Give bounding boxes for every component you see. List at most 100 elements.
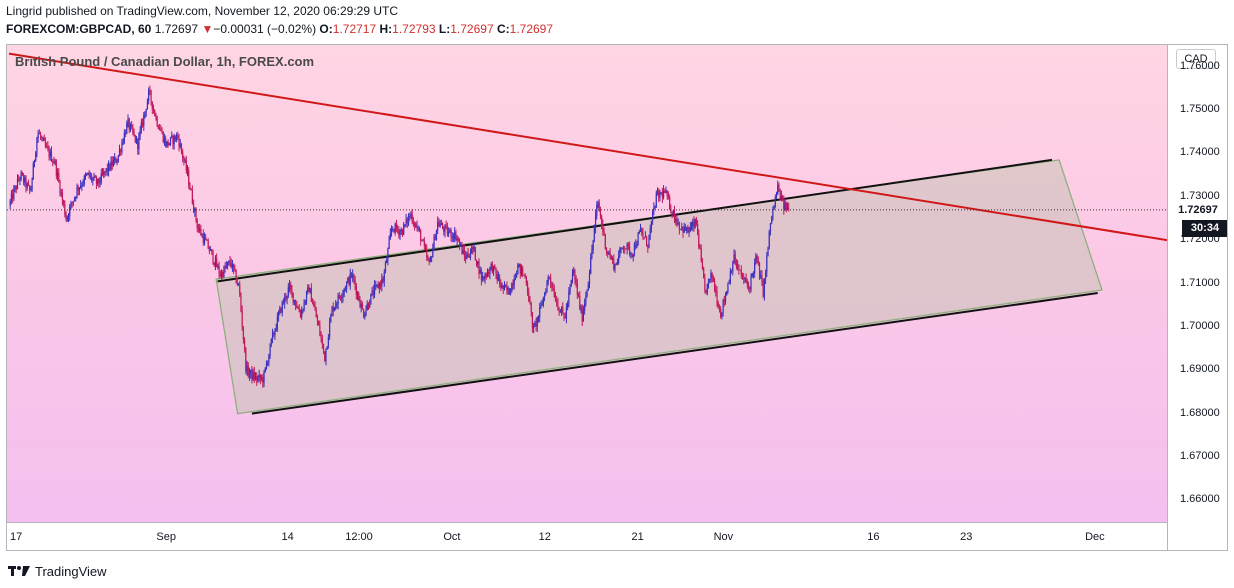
candle-body <box>349 273 351 285</box>
candle-body <box>329 322 331 338</box>
candle-body <box>339 297 342 299</box>
candle-body <box>592 240 594 251</box>
candle-body <box>563 312 565 317</box>
candle-body <box>754 262 756 274</box>
candle-body <box>520 268 523 274</box>
candle-body <box>473 246 475 249</box>
candle-body <box>530 303 532 313</box>
candle-body <box>426 249 428 258</box>
candle-body <box>551 282 553 288</box>
candle-body <box>207 240 209 249</box>
candle-body <box>112 160 115 166</box>
candle-body <box>618 255 620 263</box>
price-tick-label: 1.75000 <box>1180 103 1220 116</box>
candle-body <box>480 269 483 281</box>
candle-body <box>81 185 83 186</box>
chart-canvas <box>7 52 1167 415</box>
candle-body <box>377 284 379 289</box>
candle-body <box>290 284 292 290</box>
candle-body <box>706 283 708 293</box>
candle-body <box>348 278 350 285</box>
candle-body <box>262 377 264 383</box>
candle-body <box>428 260 430 262</box>
candle-body <box>399 231 401 235</box>
candle-body <box>129 124 132 130</box>
candle-body <box>182 151 184 158</box>
candle-body <box>548 276 551 278</box>
price-tick-label: 1.69000 <box>1180 363 1220 376</box>
candle-body <box>479 269 481 274</box>
candle-body <box>281 301 283 313</box>
candle-body <box>591 250 593 258</box>
candle-body <box>53 161 55 163</box>
candle-body <box>775 194 778 198</box>
candle-body <box>556 300 558 303</box>
candle-body <box>32 163 34 180</box>
candle-body <box>734 254 736 265</box>
plot-area[interactable]: British Pound / Canadian Dollar, 1h, FOR… <box>7 45 1167 522</box>
high-value: 1.72793 <box>392 22 436 36</box>
candle-body <box>672 210 674 214</box>
time-axis[interactable]: 17 Sep 14 12:00 Oct 12 21 Nov 16 23 Dec <box>7 522 1167 550</box>
candle-body <box>42 137 44 139</box>
candle-body <box>380 283 382 287</box>
candle-body <box>499 276 501 284</box>
candle-body <box>513 279 515 286</box>
candle-body <box>48 148 50 157</box>
candle-body <box>718 308 721 310</box>
candle-body <box>288 284 291 288</box>
open-label: O: <box>319 22 333 36</box>
candle-body <box>381 278 383 287</box>
candle-body <box>716 291 718 303</box>
candle-body <box>197 228 200 230</box>
candle-body <box>36 138 38 153</box>
candle-body <box>263 371 265 383</box>
candle-body <box>364 314 366 318</box>
candle-body <box>122 142 124 144</box>
candle-body <box>585 295 587 304</box>
candle-body <box>54 161 56 163</box>
candle-body <box>671 212 673 214</box>
candle-body <box>343 289 345 293</box>
low-value: 1.72697 <box>450 22 494 36</box>
candle-body <box>745 278 747 282</box>
candle-body <box>46 146 48 147</box>
channel-upper-line <box>217 158 1053 283</box>
candle-body <box>65 215 67 220</box>
candle-body <box>109 163 111 170</box>
candle-body <box>475 260 478 265</box>
price-axis[interactable]: CAD 1.76000 1.75000 1.74000 1.73000 1.72000 1… <box>1167 45 1227 550</box>
candle-body <box>360 303 362 308</box>
candle-body <box>241 310 243 327</box>
candle-body <box>26 183 28 188</box>
candle-body <box>389 233 391 240</box>
candle-body <box>557 302 559 311</box>
candle-body <box>519 263 521 274</box>
candle-body <box>100 173 102 183</box>
candle-body <box>773 205 775 210</box>
candle-body <box>536 316 538 327</box>
candle-body <box>219 273 221 277</box>
candle-body <box>602 224 604 232</box>
time-tick-label: Oct <box>443 531 461 543</box>
candle-body <box>192 203 195 212</box>
candle-body <box>666 190 668 197</box>
candle-body <box>654 207 656 208</box>
candle-body <box>752 273 755 274</box>
candle-body <box>653 207 655 212</box>
candle-body <box>643 237 645 238</box>
candle-body <box>140 122 142 130</box>
candle-body <box>59 181 61 194</box>
candle-body <box>761 275 763 282</box>
candle-body <box>501 285 503 288</box>
currency-badge[interactable]: CAD <box>1176 49 1216 69</box>
candle-body <box>616 262 619 264</box>
candle-body <box>553 289 555 298</box>
candle-body <box>184 160 186 162</box>
candle-body <box>462 249 464 254</box>
candle-body <box>302 309 304 311</box>
candle-body <box>670 208 672 213</box>
candle-body <box>766 256 768 273</box>
candle-body <box>236 282 238 285</box>
candle-body <box>603 231 605 234</box>
